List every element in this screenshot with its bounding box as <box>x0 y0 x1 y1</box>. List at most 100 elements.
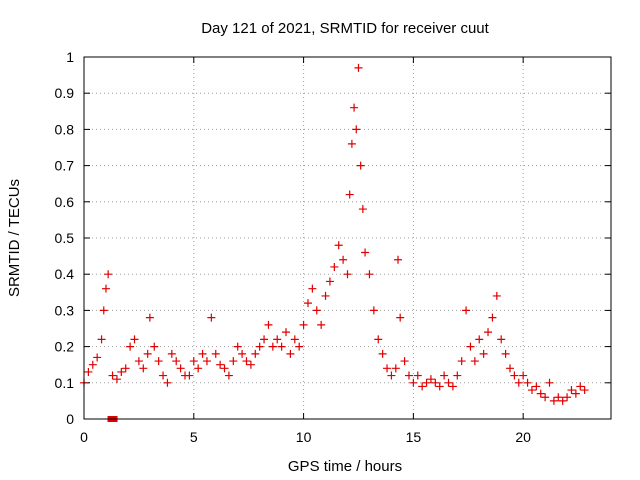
data-point <box>383 364 392 373</box>
data-point <box>108 371 117 380</box>
data-point <box>220 364 229 373</box>
y-tick-label: 0.8 <box>55 121 75 137</box>
data-point <box>334 241 343 250</box>
x-tick-label: 0 <box>80 429 88 445</box>
data-point <box>163 378 172 387</box>
data-point <box>505 364 514 373</box>
grid-lines <box>84 57 611 419</box>
data-point <box>453 371 462 380</box>
data-point <box>99 306 108 315</box>
data-point <box>350 103 359 112</box>
data-point <box>462 306 471 315</box>
y-tick-label: 0.6 <box>55 194 75 210</box>
data-point <box>422 378 431 387</box>
data-point <box>497 335 506 344</box>
data-point <box>242 357 251 366</box>
data-point <box>394 255 403 264</box>
y-tick-label: 0.4 <box>55 266 75 282</box>
data-point <box>387 371 396 380</box>
data-point <box>229 357 238 366</box>
data-point <box>345 190 354 199</box>
data-point <box>374 335 383 344</box>
y-tick-label: 0.5 <box>55 230 75 246</box>
data-point <box>88 360 97 369</box>
data-point <box>172 357 181 366</box>
data-point <box>121 364 130 373</box>
data-point <box>440 371 449 380</box>
data-point <box>303 299 312 308</box>
data-point <box>134 357 143 366</box>
data-point <box>176 364 185 373</box>
data-point <box>84 367 93 376</box>
data-point <box>418 382 427 391</box>
data-point <box>444 378 453 387</box>
data-point <box>510 371 519 380</box>
x-tick-label: 10 <box>296 429 312 445</box>
data-point <box>354 63 363 72</box>
data-point <box>519 371 528 380</box>
data-point <box>159 371 168 380</box>
data-point <box>413 371 422 380</box>
data-point <box>117 367 126 376</box>
data-point <box>356 161 365 170</box>
data-point <box>308 284 317 293</box>
data-point <box>409 378 418 387</box>
data-point <box>255 342 264 351</box>
data-point <box>143 349 152 358</box>
y-axis-label: SRMTID / TECUs <box>6 179 23 297</box>
data-point <box>216 360 225 369</box>
data-point <box>369 306 378 315</box>
data-point <box>104 270 113 279</box>
data-point <box>541 393 550 402</box>
data-point <box>126 342 135 351</box>
data-point <box>347 139 356 148</box>
axis-ticks: 00.10.20.30.40.50.60.70.80.910 5 10 15 20 <box>55 49 611 445</box>
data-point <box>211 349 220 358</box>
data-point <box>343 270 352 279</box>
data-point <box>167 349 176 358</box>
data-point <box>238 349 247 358</box>
data-point <box>185 371 194 380</box>
data-point <box>189 357 198 366</box>
data-point <box>479 349 488 358</box>
data-point <box>358 205 367 214</box>
y-tick-label: 0 <box>66 411 74 427</box>
y-tick-label: 0.1 <box>55 375 75 391</box>
data-point <box>391 364 400 373</box>
data-point <box>536 389 545 398</box>
x-tick-label: 5 <box>190 429 198 445</box>
data-point <box>101 284 110 293</box>
data-point <box>492 291 501 300</box>
data-point <box>268 342 277 351</box>
data-point <box>290 335 299 344</box>
data-point <box>435 382 444 391</box>
x-tick-label: 20 <box>515 429 531 445</box>
data-point <box>426 375 435 384</box>
data-point <box>567 386 576 395</box>
data-point <box>339 255 348 264</box>
y-tick-label: 0.7 <box>55 158 75 174</box>
data-point <box>378 349 387 358</box>
data-point <box>448 382 457 391</box>
data-point <box>404 371 413 380</box>
data-point <box>207 313 216 322</box>
data-point <box>198 349 207 358</box>
data-point <box>246 360 255 369</box>
data-point <box>273 335 282 344</box>
data-point <box>312 306 321 315</box>
data-point <box>475 335 484 344</box>
data-point <box>396 313 405 322</box>
data-point <box>549 396 558 405</box>
data-point <box>470 357 479 366</box>
data-point <box>97 335 106 344</box>
data-point <box>93 353 102 362</box>
data-point <box>466 342 475 351</box>
data-point <box>365 270 374 279</box>
data-point <box>202 357 211 366</box>
data-point <box>563 393 572 402</box>
data-point <box>145 313 154 322</box>
data-point <box>233 342 242 351</box>
data-point <box>299 320 308 329</box>
data-point <box>352 125 361 134</box>
